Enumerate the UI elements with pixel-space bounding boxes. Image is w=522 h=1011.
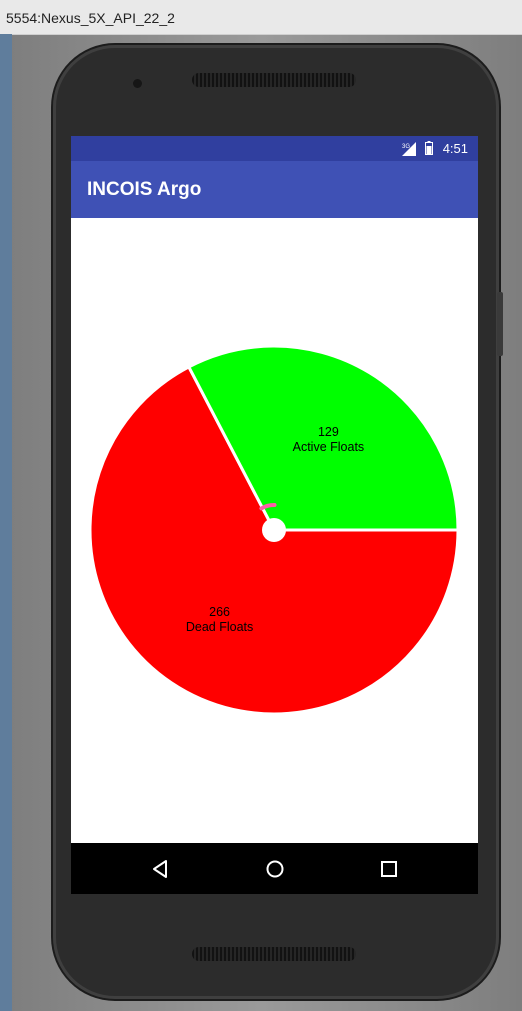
chart-area: 266 Dead Floats 129 Active Floats [71, 218, 478, 843]
slice-name-label: Active Floats [293, 440, 365, 454]
front-camera [133, 79, 142, 88]
status-time: 4:51 [442, 141, 468, 156]
signal-icon: 3G [402, 142, 416, 156]
battery-icon [425, 141, 433, 155]
touch-highlight-arc [259, 503, 277, 511]
recents-square-icon[interactable] [377, 857, 401, 881]
pie-slice-active-floats[interactable] [186, 344, 460, 532]
slice-value-label: 129 [318, 425, 339, 439]
signal-badge: 3G [402, 144, 410, 150]
back-triangle-icon[interactable] [149, 857, 173, 881]
emulator-title: 5554:Nexus_5X_API_22_2 [6, 10, 175, 26]
bottom-speaker [192, 947, 356, 961]
app-bar: INCOIS Argo [71, 161, 478, 218]
emulator-title-bar[interactable]: 5554:Nexus_5X_API_22_2 [0, 0, 522, 35]
earpiece-speaker [192, 73, 356, 87]
slice-name-label: Dead Floats [186, 620, 253, 634]
slice-value-label: 266 [209, 605, 230, 619]
device-screen: 3G 4:51 INCOIS Argo 266 Dead Floats 129 Act… [71, 136, 478, 894]
status-bar: 3G 4:51 [71, 136, 478, 161]
pie-center-hole [262, 518, 286, 542]
desktop-edge [0, 34, 12, 1011]
power-button[interactable] [497, 292, 503, 356]
app-title: INCOIS Argo [87, 179, 202, 200]
home-circle-icon[interactable] [263, 857, 287, 881]
navigation-bar [71, 843, 478, 894]
